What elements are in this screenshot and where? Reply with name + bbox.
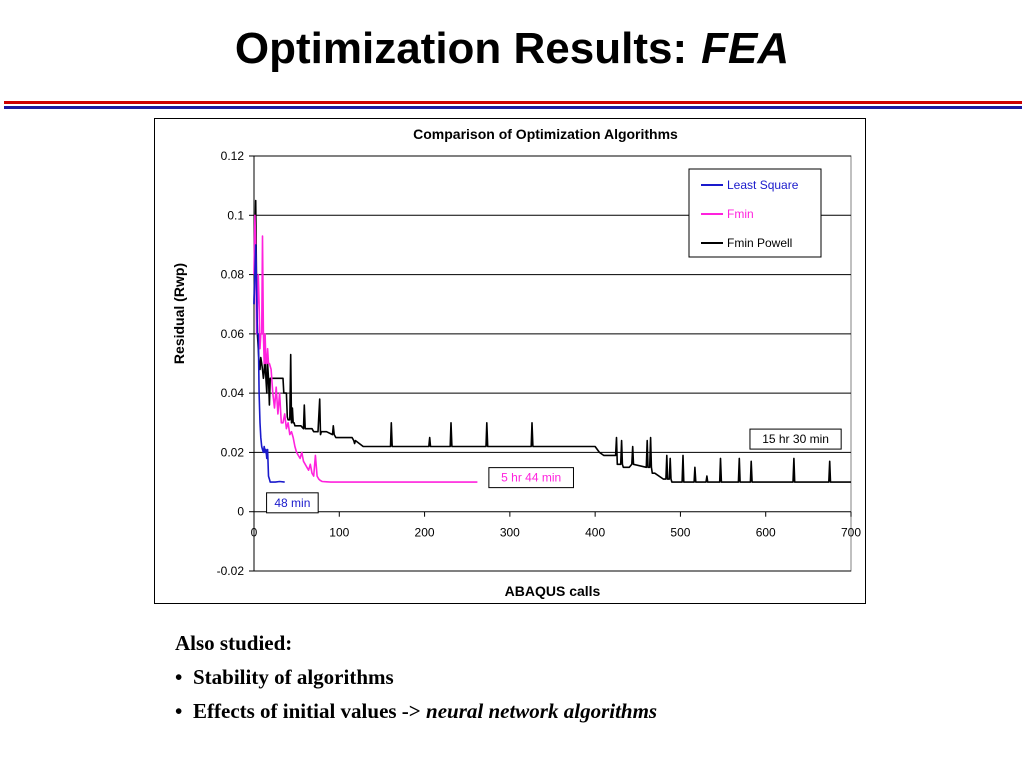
notes-bullet-2-text: Effects of initial values -> xyxy=(193,699,421,723)
bullet-dot: • xyxy=(175,699,183,723)
series-line-least-square xyxy=(253,244,285,483)
annotation-label: 48 min xyxy=(274,496,310,510)
y-tick-label: 0.12 xyxy=(221,149,245,163)
annotation-box xyxy=(266,492,319,514)
notes-bullet-1: • Stability of algorithms xyxy=(175,662,657,696)
y-tick-label: -0.02 xyxy=(217,564,245,578)
chart-title: Comparison of Optimization Algorithms xyxy=(413,126,678,142)
y-tick-label: 0.06 xyxy=(221,327,245,341)
title-rule-blue xyxy=(4,106,1022,109)
series-line-fmin xyxy=(253,214,478,483)
x-axis-label: ABAQUS calls xyxy=(505,583,601,599)
bullet-dot: • xyxy=(175,665,183,689)
slide-title: Optimization Results: FEA xyxy=(0,24,1024,74)
x-tick-label: 100 xyxy=(329,526,349,540)
notes-bullet-1-text: Stability of algorithms xyxy=(193,665,394,689)
annotation-box xyxy=(749,428,842,450)
slide-title-italic: FEA xyxy=(701,24,790,73)
notes-bullet-2: • Effects of initial values -> neural net… xyxy=(175,696,657,730)
y-tick-label: 0.02 xyxy=(221,445,245,459)
series-line-fmin-powell xyxy=(253,199,851,483)
x-tick-label: 500 xyxy=(670,526,690,540)
notes: Also studied: • Stability of algorithms •… xyxy=(175,628,657,730)
chart: Comparison of Optimization Algorithms -0.… xyxy=(171,126,861,599)
chart-frame: Comparison of Optimization Algorithms -0.… xyxy=(154,118,866,604)
x-tick-label: 600 xyxy=(756,526,776,540)
y-axis-label: Residual (Rwp) xyxy=(171,263,187,364)
x-tick-label: 0 xyxy=(251,526,258,540)
y-tick-label: 0 xyxy=(237,505,244,519)
x-tick-label: 200 xyxy=(415,526,435,540)
slide-title-main: Optimization Results: xyxy=(234,24,688,73)
x-tick-label: 700 xyxy=(841,526,861,540)
y-tick-label: 0.04 xyxy=(221,386,245,400)
y-tick-label: 0.1 xyxy=(227,208,244,222)
title-rule-red xyxy=(4,101,1022,104)
x-tick-label: 400 xyxy=(585,526,605,540)
y-tick-label: 0.08 xyxy=(221,268,245,282)
x-tick-label: 300 xyxy=(500,526,520,540)
notes-heading: Also studied: xyxy=(175,631,293,655)
annotation-label: 15 hr 30 min xyxy=(762,432,829,446)
legend-label: Least Square xyxy=(727,178,799,192)
annotation-box xyxy=(488,467,574,489)
legend-label: Fmin xyxy=(727,207,754,221)
annotation-label: 5 hr 44 min xyxy=(501,471,561,485)
legend-label: Fmin Powell xyxy=(727,236,792,250)
notes-bullet-2-italic: neural network algorithms xyxy=(426,699,658,723)
